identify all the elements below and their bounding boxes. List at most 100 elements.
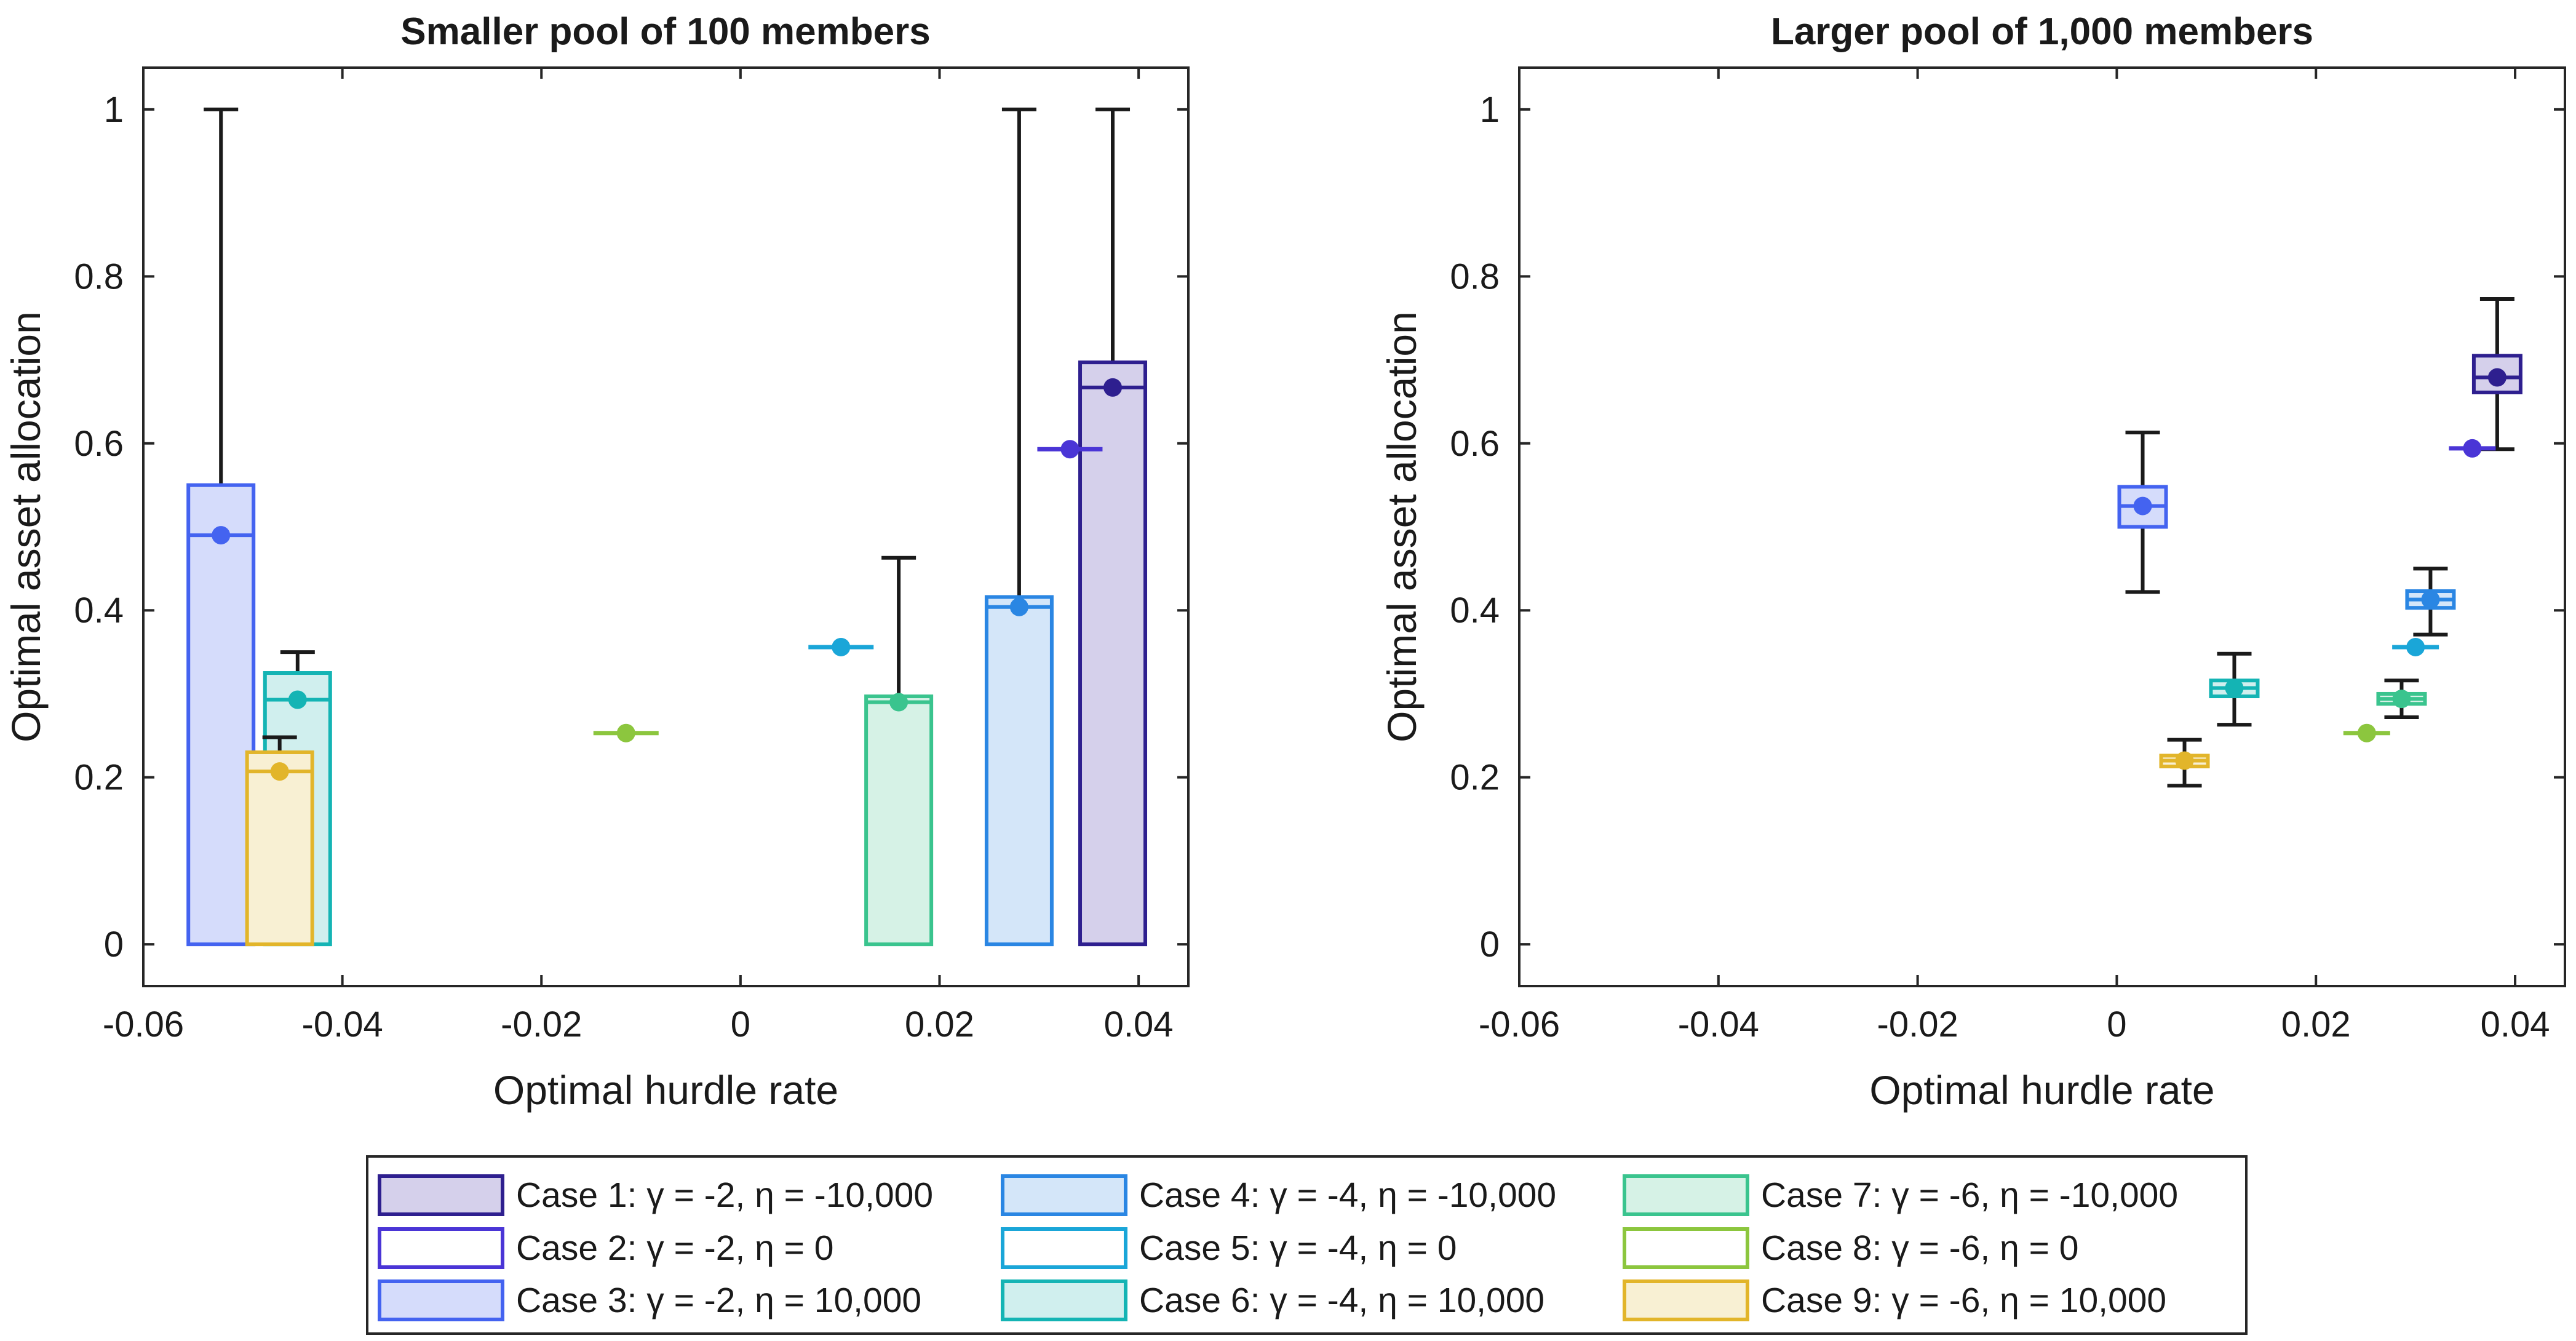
legend-swatch [378,1174,504,1216]
x-tick-label: -0.06 [1479,1005,1560,1045]
box-case-2 [1037,440,1103,459]
mean-marker [270,762,289,781]
legend-swatch [1623,1227,1749,1269]
legend-item-case-6: Case 6: γ = -4, η = 10,000 [1001,1279,1544,1321]
mean-marker [832,637,851,656]
x-tick-label: 0.04 [1104,1005,1174,1045]
box-case-7 [864,555,934,947]
x-tick-label: -0.06 [103,1005,184,1045]
y-tick-label: 0 [104,925,124,965]
box-case-5 [2392,637,2439,656]
x-tick-label: 0.02 [905,1005,974,1045]
x-tick-label: -0.02 [1877,1005,1958,1045]
y-axis-label: Optimal asset allocation [1379,311,1425,742]
y-tick-label: 0.6 [74,424,124,464]
box-case-1 [2471,296,2522,452]
legend-swatch [1001,1174,1127,1216]
legend-item-case-3: Case 3: γ = -2, η = 10,000 [378,1279,921,1321]
legend-item-case-2: Case 2: γ = -2, η = 0 [378,1227,833,1269]
iqr-box [864,694,934,947]
y-tick-label: 0 [1480,925,1500,965]
y-axis-label: Optimal asset allocation [3,311,49,742]
box-case-8 [2343,723,2390,742]
box-case-4 [2405,567,2456,637]
legend: Case 1: γ = -2, η = -10,000 Case 2: γ = -… [366,1155,2248,1335]
x-axis-label: Optimal hurdle rate [493,1067,838,1113]
x-tick-label: 0.02 [2281,1005,2351,1045]
mean-marker [2392,690,2411,709]
y-tick-label: 0.4 [74,591,124,631]
left-panel: Smaller pool of 100 members -0.06 -0.04 -0.… [3,10,1190,1113]
y-tick-label: 1 [104,90,124,130]
box-case-6 [2209,651,2260,727]
legend-item-case-7: Case 7: γ = -6, η = -10,000 [1623,1174,2178,1216]
x-tick-label: 0 [731,1005,750,1045]
iqr-box [1078,360,1148,947]
y-tick-label: 0.6 [1450,424,1500,464]
mean-marker [2421,590,2440,609]
box-case-3 [186,107,256,947]
box-case-3 [2117,431,2168,594]
box-case-7 [2376,678,2427,719]
box-case-2 [2449,439,2496,458]
y-tick-label: 0.4 [1450,591,1500,631]
mean-marker [889,693,908,712]
x-tick-label: -0.04 [1678,1005,1759,1045]
chart-title: Larger pool of 1,000 members [1771,10,2313,53]
mean-marker [2133,496,2152,515]
chart-title: Smaller pool of 100 members [400,10,930,53]
legend-item-case-8: Case 8: γ = -6, η = 0 [1623,1227,2078,1269]
mean-marker [2225,678,2244,698]
legend-label: Case 2: γ = -2, η = 0 [516,1228,833,1268]
legend-label: Case 6: γ = -4, η = 10,000 [1139,1281,1544,1320]
right-panel: Larger pool of 1,000 members -0.06 -0.04 -0… [1379,10,2566,1113]
mean-marker [2175,751,2194,770]
x-tick-label: -0.02 [501,1005,582,1045]
box-case-4 [984,107,1054,947]
y-tick-label: 0.8 [74,257,124,296]
plot-frame [142,66,1190,987]
legend-swatch [378,1227,504,1269]
mean-marker [2357,723,2376,742]
legend-label: Case 8: γ = -6, η = 0 [1761,1228,2078,1268]
legend-frame [366,1155,2248,1335]
mean-marker [616,723,635,742]
box-case-9 [2159,738,2210,788]
y-tick-label: 0.8 [1450,257,1500,296]
legend-item-case-4: Case 4: γ = -4, η = -10,000 [1001,1174,1556,1216]
legend-label: Case 9: γ = -6, η = 10,000 [1761,1281,2166,1320]
box-case-8 [593,723,659,742]
legend-label: Case 4: γ = -4, η = -10,000 [1139,1176,1556,1215]
box-case-5 [808,637,874,656]
legend-swatch [1001,1227,1127,1269]
mean-marker [1060,440,1079,459]
iqr-box [984,595,1054,947]
mean-marker [2463,439,2482,458]
iqr-box [245,750,314,947]
x-tick-label: 0.04 [2481,1005,2550,1045]
mean-marker [1009,597,1028,616]
legend-swatch [1623,1174,1749,1216]
mean-marker [2406,637,2425,656]
mean-marker [1103,378,1123,397]
box-case-1 [1078,107,1148,947]
legend-swatch [1001,1279,1127,1321]
legend-label: Case 5: γ = -4, η = 0 [1139,1228,1457,1268]
y-tick-label: 0.2 [1450,758,1500,798]
mean-marker [2487,368,2506,387]
x-axis-label: Optimal hurdle rate [1869,1067,2214,1113]
y-tick-label: 1 [1480,90,1500,130]
legend-item-case-5: Case 5: γ = -4, η = 0 [1001,1227,1457,1269]
legend-item-case-1: Case 1: γ = -2, η = -10,000 [378,1174,933,1216]
mean-marker [288,690,307,709]
y-tick-label: 0.2 [74,758,124,798]
legend-label: Case 3: γ = -2, η = 10,000 [516,1281,921,1320]
plot-frame [1518,66,2566,987]
legend-swatch [1623,1279,1749,1321]
box-case-9 [245,735,314,947]
x-tick-label: 0 [2107,1005,2126,1045]
legend-label: Case 7: γ = -6, η = -10,000 [1761,1176,2178,1215]
x-tick-label: -0.04 [302,1005,383,1045]
iqr-box [186,483,256,947]
legend-item-case-9: Case 9: γ = -6, η = 10,000 [1623,1279,2166,1321]
